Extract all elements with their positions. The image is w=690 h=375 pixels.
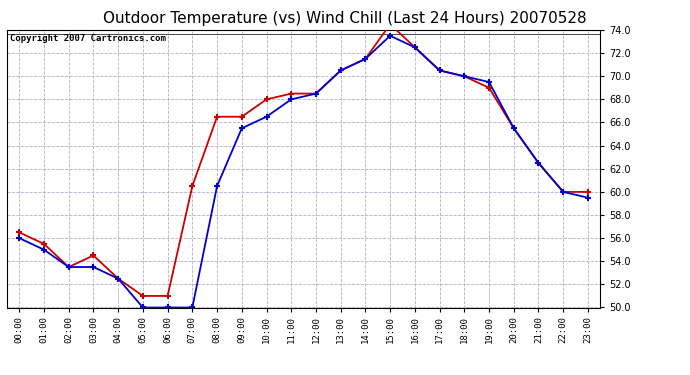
Text: Outdoor Temperature (vs) Wind Chill (Last 24 Hours) 20070528: Outdoor Temperature (vs) Wind Chill (Las… <box>104 11 586 26</box>
Text: Copyright 2007 Cartronics.com: Copyright 2007 Cartronics.com <box>10 34 166 43</box>
